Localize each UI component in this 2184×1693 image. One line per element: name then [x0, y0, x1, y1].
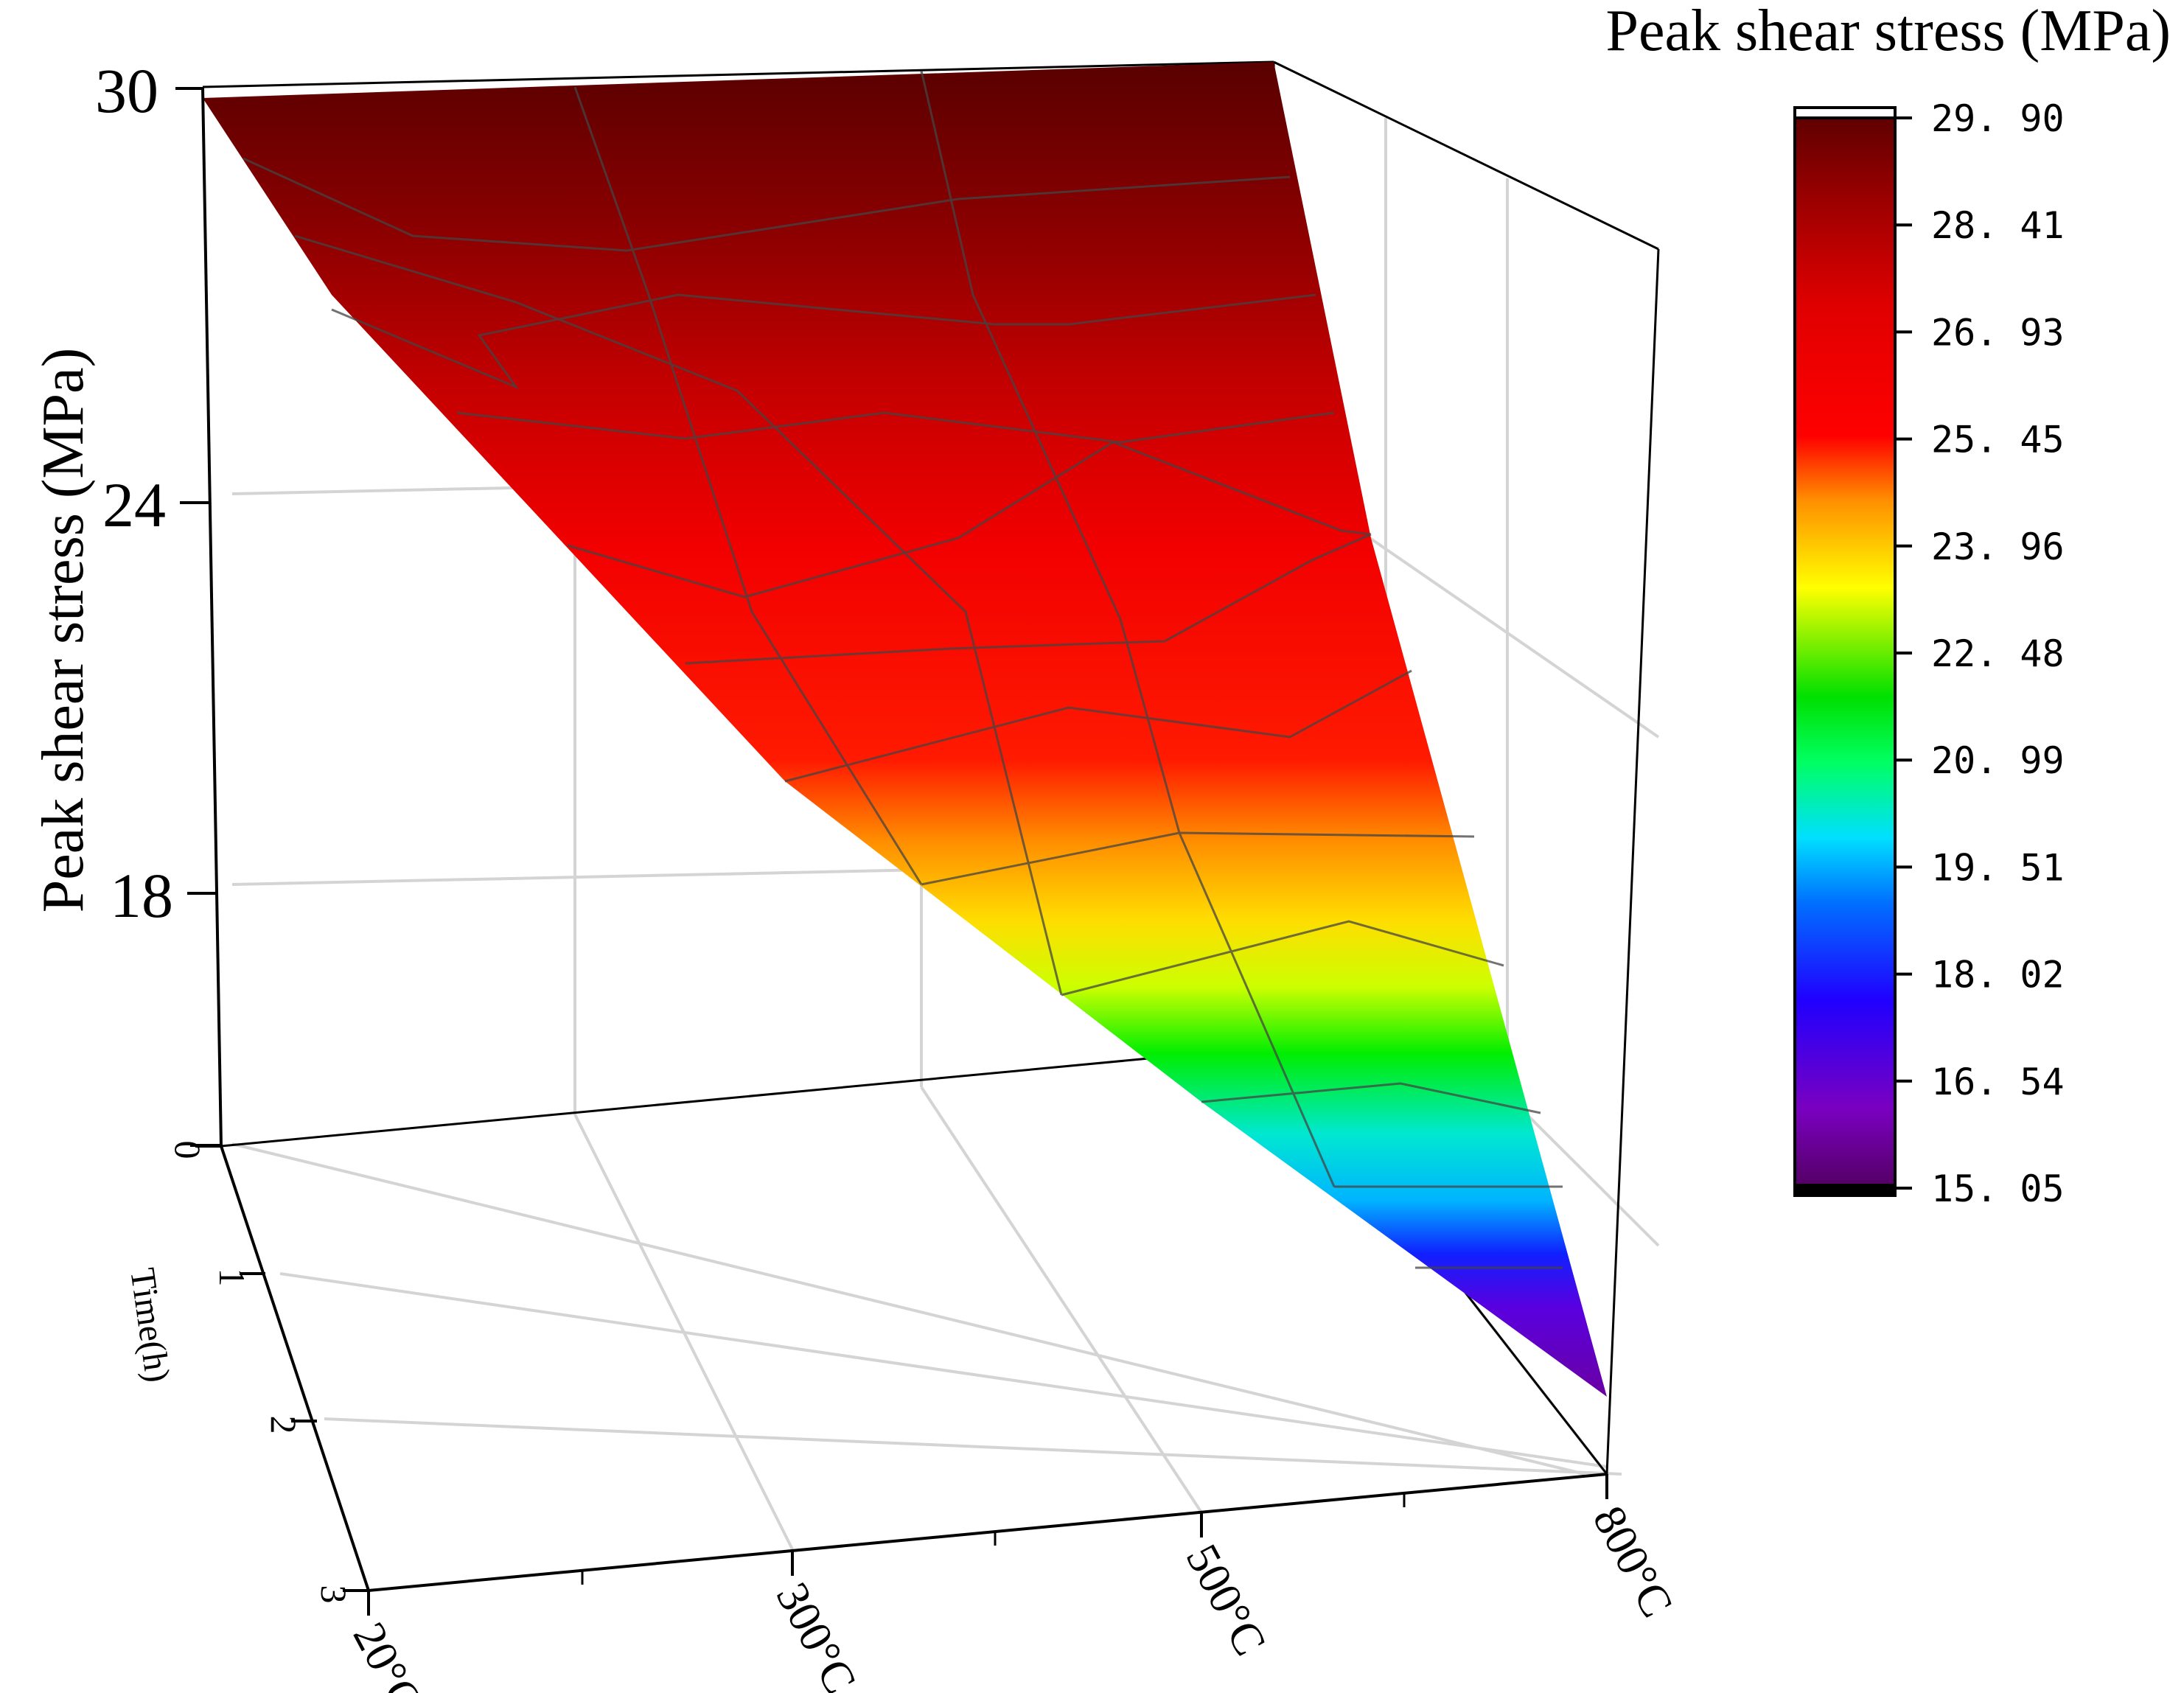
time-axis-label: Time(h) — [122, 1266, 177, 1384]
surface-mesh-line — [567, 441, 1372, 598]
floor-grid-line — [279, 1272, 1608, 1468]
colorbar: Peak shear stress (MPa) 29. 90 28. 41 26. … — [1606, 0, 2171, 1210]
colorbar-gradient — [1793, 109, 1897, 1197]
colorbar-tick-label: 20. 99 — [1931, 739, 2065, 782]
colorbar-tick-label: 23. 96 — [1931, 526, 2065, 568]
time-tick-label: 2 — [263, 1416, 304, 1434]
z-tick-label: 30 — [95, 55, 158, 126]
surface-mesh-line — [456, 411, 1335, 444]
colorbar-tick-label: 29. 90 — [1931, 97, 2065, 140]
z-tick-label: 24 — [102, 469, 166, 540]
surface-plot — [203, 62, 1607, 1397]
surface-mesh-line — [243, 157, 1291, 252]
colorbar-tick-label: 18. 02 — [1931, 954, 2065, 996]
x-tick-label: 300°C — [767, 1575, 866, 1693]
temperature-axis: 20°C 300°C 500°C 800°C — [343, 1473, 1683, 1693]
time-tick-label: 1 — [212, 1268, 253, 1287]
frame-edge — [1273, 60, 1659, 251]
colorbar-tick-label: 22. 48 — [1931, 632, 2065, 675]
surface-mesh-line — [331, 293, 1316, 390]
x-tick-label: 500°C — [1176, 1537, 1276, 1664]
z-axis: 30 24 18 Peak shear stress (MPa) — [31, 55, 223, 1147]
floor-grid-line — [231, 1142, 1585, 1476]
x-tick-label: 20°C — [343, 1615, 432, 1693]
frame-edge — [1605, 248, 1660, 1475]
colorbar-title: Peak shear stress (MPa) — [1606, 0, 2171, 63]
colorbar-tick-label: 28. 41 — [1931, 204, 2065, 247]
time-axis-line — [220, 1145, 370, 1591]
surface-mesh-line — [1201, 1082, 1541, 1114]
frame-edge — [220, 1045, 1274, 1148]
surface-mesh-line — [294, 234, 1063, 996]
surface-mesh-line — [920, 70, 1336, 1187]
frame-edge — [202, 60, 1274, 88]
floor-grid-line — [324, 1417, 1622, 1476]
colorbar-tick-label: 15. 05 — [1931, 1167, 2065, 1210]
x-tick-label: 800°C — [1583, 1498, 1683, 1625]
temperature-axis-line — [368, 1473, 1608, 1592]
surface-mesh-line — [573, 86, 923, 885]
peak-shear-stress-surface — [203, 62, 1607, 1397]
colorbar-tick-label: 16. 54 — [1931, 1061, 2065, 1103]
time-tick-label: 3 — [313, 1585, 355, 1604]
colorbar-tick-label: 19. 51 — [1931, 846, 2065, 889]
colorbar-tick-label: 26. 93 — [1931, 311, 2065, 354]
colorbar-bottom-cap — [1793, 1184, 1897, 1197]
z-axis-label: Peak shear stress (MPa) — [31, 348, 96, 912]
time-axis: 0 1 2 3 Time(h) — [122, 1141, 370, 1604]
z-axis-line — [201, 86, 223, 1147]
z-tick-label: 18 — [110, 860, 173, 931]
surface-mesh-line — [1061, 920, 1504, 996]
colorbar-tick-label: 25. 45 — [1931, 419, 2065, 461]
floor-grid-line — [573, 1114, 794, 1550]
time-tick-label: 0 — [167, 1141, 209, 1159]
surface-mesh-line — [784, 669, 1412, 783]
floor-grid-line — [920, 1086, 1203, 1514]
surface-mesh-line — [685, 533, 1372, 665]
colorbar-top-cap — [1793, 106, 1897, 119]
